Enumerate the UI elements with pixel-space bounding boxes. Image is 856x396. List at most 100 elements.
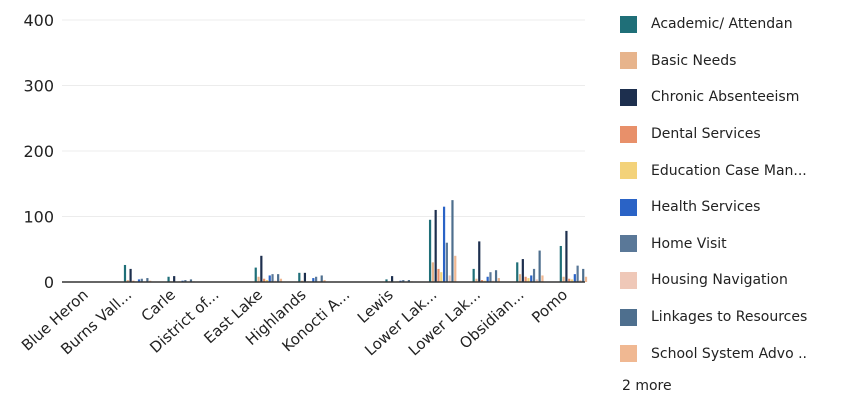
bar[interactable] bbox=[524, 276, 527, 282]
legend-label: Chronic Absenteeism bbox=[651, 89, 800, 106]
bar[interactable] bbox=[532, 268, 536, 282]
legend-swatch bbox=[620, 198, 637, 216]
bar[interactable] bbox=[573, 274, 576, 282]
bar[interactable] bbox=[277, 274, 280, 282]
legend-item[interactable]: Dental Services bbox=[620, 116, 850, 153]
bar[interactable] bbox=[303, 272, 307, 282]
bar[interactable] bbox=[407, 280, 410, 282]
bar[interactable] bbox=[431, 262, 434, 282]
bar[interactable] bbox=[489, 272, 492, 282]
bar[interactable] bbox=[323, 280, 326, 282]
bar[interactable] bbox=[559, 245, 562, 282]
bar[interactable] bbox=[298, 272, 301, 282]
legend-label: Education Case Man... bbox=[651, 162, 807, 179]
bar[interactable] bbox=[582, 268, 585, 282]
legend-swatch bbox=[620, 125, 637, 143]
bar[interactable] bbox=[254, 267, 257, 282]
legend-swatch bbox=[620, 345, 637, 363]
bar[interactable] bbox=[268, 275, 271, 282]
legend-more-link[interactable]: 2 more bbox=[622, 377, 672, 394]
bar[interactable] bbox=[312, 278, 315, 282]
legend-item[interactable]: Health Services bbox=[620, 189, 850, 226]
bar[interactable] bbox=[538, 250, 541, 282]
legend-item[interactable]: Basic Needs bbox=[620, 43, 850, 80]
bar[interactable] bbox=[320, 275, 323, 282]
bar[interactable] bbox=[480, 280, 484, 282]
bar[interactable] bbox=[486, 276, 489, 282]
bar[interactable] bbox=[271, 274, 274, 282]
legend-item[interactable]: Education Case Man... bbox=[620, 152, 850, 189]
bar[interactable] bbox=[279, 278, 283, 282]
bar[interactable] bbox=[497, 278, 500, 282]
bar[interactable] bbox=[472, 268, 475, 282]
bars bbox=[123, 200, 588, 283]
bar[interactable] bbox=[530, 275, 533, 282]
bar[interactable] bbox=[576, 265, 579, 283]
bar[interactable] bbox=[440, 272, 443, 282]
bar[interactable] bbox=[137, 279, 141, 282]
bar[interactable] bbox=[570, 279, 574, 282]
legend: Academic/ Attendan Basic Needs Chronic Abs… bbox=[620, 6, 850, 394]
bar[interactable] bbox=[541, 275, 544, 282]
bar[interactable] bbox=[475, 278, 478, 282]
bar[interactable] bbox=[146, 278, 149, 282]
bar[interactable] bbox=[265, 280, 269, 282]
bar[interactable] bbox=[123, 264, 127, 282]
legend-swatch bbox=[620, 235, 637, 253]
legend-swatch bbox=[620, 308, 637, 326]
bar[interactable] bbox=[315, 276, 318, 282]
bar[interactable] bbox=[402, 280, 405, 282]
bar[interactable] bbox=[434, 209, 437, 282]
bar[interactable] bbox=[263, 278, 266, 282]
y-tick-label: 300 bbox=[23, 77, 54, 96]
y-tick-label: 200 bbox=[23, 142, 54, 161]
bar[interactable] bbox=[584, 276, 588, 282]
bar[interactable] bbox=[428, 219, 432, 282]
bar[interactable] bbox=[126, 280, 129, 282]
bar[interactable] bbox=[167, 276, 170, 282]
legend-label: Linkages to Resources bbox=[651, 309, 808, 326]
bar[interactable] bbox=[454, 255, 457, 282]
y-tick-label: 100 bbox=[23, 208, 54, 227]
bar[interactable] bbox=[568, 278, 571, 282]
bar[interactable] bbox=[448, 275, 451, 282]
bar[interactable] bbox=[451, 200, 454, 283]
legend-label: Basic Needs bbox=[651, 52, 737, 69]
bar[interactable] bbox=[129, 268, 132, 282]
legend-item[interactable]: Chronic Absenteeism bbox=[620, 79, 850, 116]
bar[interactable] bbox=[437, 268, 440, 282]
legend-item[interactable]: Home Visit bbox=[620, 226, 850, 263]
bar[interactable] bbox=[562, 276, 565, 282]
legend-swatch bbox=[620, 271, 637, 289]
bar[interactable] bbox=[516, 262, 519, 282]
bar[interactable] bbox=[535, 279, 538, 282]
legend-item[interactable]: School System Advo .. bbox=[620, 335, 850, 372]
bar[interactable] bbox=[184, 280, 187, 282]
bar[interactable] bbox=[518, 274, 522, 282]
bar[interactable] bbox=[390, 276, 394, 282]
bar[interactable] bbox=[579, 280, 582, 282]
legend-swatch bbox=[620, 88, 637, 106]
bar[interactable] bbox=[385, 279, 388, 282]
legend-item[interactable]: Housing Navigation bbox=[620, 262, 850, 299]
bar[interactable] bbox=[478, 241, 481, 282]
bar[interactable] bbox=[189, 279, 193, 282]
legend-swatch bbox=[620, 162, 637, 180]
bar[interactable] bbox=[445, 242, 448, 282]
bar[interactable] bbox=[527, 278, 530, 282]
bar[interactable] bbox=[173, 276, 176, 282]
bar[interactable] bbox=[442, 206, 446, 282]
bar[interactable] bbox=[140, 278, 143, 282]
bar[interactable] bbox=[494, 270, 498, 282]
bar[interactable] bbox=[521, 259, 524, 282]
legend-items: Academic/ Attendan Basic Needs Chronic Abs… bbox=[620, 6, 850, 372]
legend-item[interactable]: Academic/ Attendan bbox=[620, 6, 850, 43]
legend-swatch bbox=[620, 52, 637, 70]
bar[interactable] bbox=[257, 276, 260, 282]
legend-label: Housing Navigation bbox=[651, 272, 788, 289]
bar[interactable] bbox=[260, 255, 263, 282]
legend-item[interactable]: Linkages to Resources bbox=[620, 299, 850, 336]
bar[interactable] bbox=[565, 230, 568, 282]
